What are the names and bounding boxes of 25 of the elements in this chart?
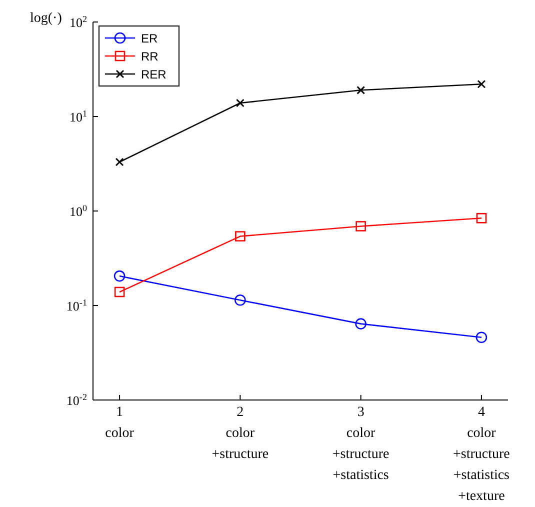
- x-tick-label: 1 color: [105, 405, 134, 441]
- x-tick-label: 3 color +structure +statistics: [332, 405, 390, 483]
- point: [234, 294, 246, 306]
- y-tick-label: 10$^{1}$: [69, 108, 87, 124]
- point: [476, 213, 487, 224]
- point: [356, 221, 366, 232]
- y-tick-label: 10$^{0}$: [69, 203, 88, 219]
- y-tick-label: 10$^{-2}$: [66, 392, 88, 408]
- point: [235, 231, 246, 242]
- x-tick-label: 4 color +structure +statistics +texture: [453, 405, 510, 504]
- legend-label: RER: [141, 68, 167, 82]
- y-axis-title: log(·): [30, 11, 62, 26]
- y-tick-label: 10$^{-1}$: [66, 298, 87, 314]
- y-tick-label: 10$^{2}$: [69, 14, 88, 30]
- x-tick-label: 2 color +structure: [212, 405, 269, 462]
- point: [115, 158, 124, 166]
- point: [356, 86, 366, 94]
- legend-label: ER: [141, 32, 158, 46]
- point: [236, 98, 244, 108]
- legend-label: RR: [141, 50, 159, 64]
- point: [114, 270, 126, 282]
- point: [476, 332, 488, 344]
- point: [114, 286, 125, 298]
- point: [355, 318, 366, 330]
- point: [477, 80, 486, 88]
